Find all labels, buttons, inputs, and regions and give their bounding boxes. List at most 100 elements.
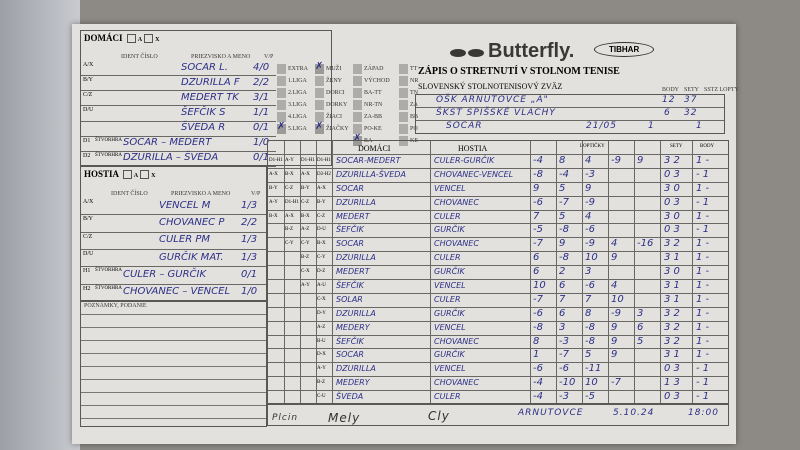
match-home-player: SOCAR [336,350,364,360]
player-row: C/Z MEDERT TK 3/1 [81,91,276,107]
home-option-a-checkbox[interactable] [126,34,136,44]
category-checkbox[interactable] [353,64,362,74]
match-points: 1 - [696,238,710,250]
category-checkbox[interactable] [315,76,324,86]
set-score: -4 [533,391,543,403]
set-score: 6 [533,266,540,278]
category-label: 5.LIGA [288,126,307,132]
category-checkbox[interactable] [353,124,362,134]
category-label: PO-KE [364,126,382,132]
match-sets: 3 2 [664,307,680,319]
match-points: 1 - [696,210,710,222]
set-score: -10 [559,377,576,389]
category-checkbox[interactable] [277,76,286,86]
set-score: 6 [533,252,540,264]
set-score: -3 [559,335,569,347]
set-score: 10 [533,280,546,291]
match-row: B-U ŠEFČIK CHOVANEC 8 -3 -8 9 5 3 2 1 - [268,336,728,350]
col-ident: IDENT ČÍSLO [121,54,158,60]
category-label: VÝCHOD [364,78,390,84]
category-label: 4.LIGA [288,114,307,120]
player-code: B/Y [83,216,94,223]
set-score: 5 [559,210,566,222]
player-row: B/Y DZURILLA F 2/2 [81,76,276,92]
set-score: -9 [585,196,595,208]
hdr-lopty: SSTZ LOPTY [704,87,739,93]
match-points: 1 - [696,155,710,166]
category-checkbox[interactable] [277,88,286,98]
guest-option-x: X [151,173,156,179]
category-checkbox[interactable] [353,76,362,86]
category-checkbox[interactable] [353,88,362,98]
match-code: A-Z [301,227,310,233]
match-row: A-Y DZURILLA VENCEL -6 -6 -11 0 3 - 1 [268,363,728,378]
match-home-player: ŠEFČIK [336,225,364,235]
set-score: -7 [559,196,569,208]
category-checkbox[interactable] [353,136,362,146]
match-sets: 3 2 [664,238,680,250]
set-score: -6 [559,363,569,375]
match-row: B-Y C-Z B-Y A-X SOCAR VENCEL 9 5 9 3 0 1 - [268,183,728,197]
match-points: - 1 [696,377,710,389]
category-checkbox[interactable] [353,112,362,122]
set-score: 10 [585,252,598,264]
match-code: D2-H2 [317,171,331,177]
category-checkbox[interactable] [399,76,408,86]
category-checkbox[interactable] [399,124,408,134]
match-guest-player: CULER [434,253,461,263]
match-guest-player: CHOVANEC [434,239,479,249]
player-row: ŠVEDA R 0/1 [81,122,276,137]
match-code: A-Y [317,366,326,372]
category-label: ZA-BB [364,114,382,120]
category-checkbox[interactable] [277,100,286,110]
match-points: 1 - [696,335,710,347]
match-sets: 3 0 [664,182,680,194]
value-1: 1 [648,121,655,131]
category-checkbox[interactable] [315,100,324,110]
category-checkbox[interactable] [277,124,286,134]
guest-option-a-checkbox[interactable] [122,170,132,180]
category-checkbox[interactable] [315,124,324,134]
set-score: -7 [533,238,543,250]
player-code: D/U [83,107,94,114]
category-label: NR [410,78,419,84]
category-label: 1.LIGA [288,78,307,84]
set-score: -6 [585,224,595,236]
player-vp: 1/1 [253,106,270,118]
match-guest-player: CHOVANEC-VENCEL [434,169,514,179]
category-label: 3.LIGA [288,102,307,108]
check-mark: ✗ [277,121,287,132]
butterfly-logo: Butterfly. [450,40,574,63]
category-checkbox[interactable] [399,100,408,110]
category-checkbox[interactable] [277,112,286,122]
match-home-player: MEDERT [336,267,370,277]
category-label: TN [410,90,418,96]
match-guest-player: CULER-GURČIK [434,156,495,165]
category-checkbox[interactable] [399,88,408,98]
doubles-label: ŠTVORHRA [95,268,122,274]
category-checkbox[interactable] [353,100,362,110]
doubles-row: H2 ŠTVORHRA CHOVANEC – VENCEL 1/0 [81,285,266,302]
match-sets: 0 3 [664,168,680,180]
category-checkbox[interactable] [399,64,408,74]
category-checkbox[interactable] [315,112,324,122]
doubles-label: ŠTVORHRA [95,137,122,143]
match-home-player: DZURILLA [336,364,376,374]
match-row: A-Z MEDERY VENCEL -8 3 -8 9 6 3 2 1 - [268,322,728,336]
category-checkbox[interactable] [277,64,286,74]
player-code: B/Y [83,77,94,84]
home-option-x-checkbox[interactable] [144,34,154,44]
guest-option-x-checkbox[interactable] [140,170,150,180]
category-label: 2.LIGA [288,90,307,96]
category-checkbox[interactable] [315,64,324,74]
category-checkbox[interactable] [399,112,408,122]
category-checkbox[interactable] [315,88,324,98]
referee: SOCAR [446,121,483,131]
column-divider [582,141,583,403]
match-home-player: MEDERT [336,211,370,221]
header-sety: SETY [670,144,683,149]
category-checkbox[interactable] [399,136,408,146]
player-row: A/X VENCEL M 1/3 [81,198,266,216]
guest-label: HOSTIA A X [84,169,156,180]
match-row: C-U ŠVEDA CULER -4 -3 -5 0 3 - 1 [268,391,728,405]
